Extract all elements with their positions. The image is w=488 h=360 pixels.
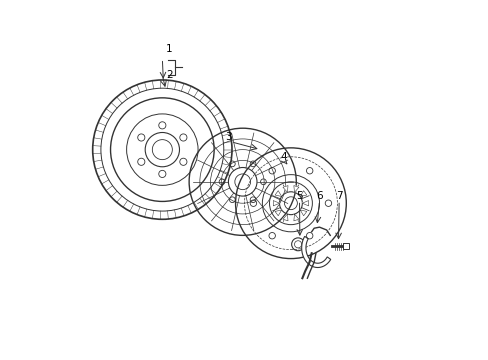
Polygon shape (283, 186, 287, 192)
Polygon shape (300, 191, 306, 197)
Polygon shape (293, 186, 298, 192)
Text: 7: 7 (335, 191, 342, 201)
Text: 4: 4 (280, 152, 286, 162)
Text: 2: 2 (166, 70, 172, 80)
Polygon shape (293, 214, 298, 221)
Polygon shape (273, 201, 279, 206)
Polygon shape (301, 236, 330, 267)
Polygon shape (283, 214, 287, 221)
Polygon shape (300, 210, 306, 216)
Text: 3: 3 (224, 132, 231, 142)
Polygon shape (275, 210, 281, 216)
Bar (343, 243, 348, 249)
Polygon shape (275, 191, 281, 197)
Polygon shape (302, 201, 308, 206)
Text: 5: 5 (296, 191, 303, 201)
Text: 6: 6 (316, 191, 322, 201)
Text: 1: 1 (166, 44, 172, 54)
